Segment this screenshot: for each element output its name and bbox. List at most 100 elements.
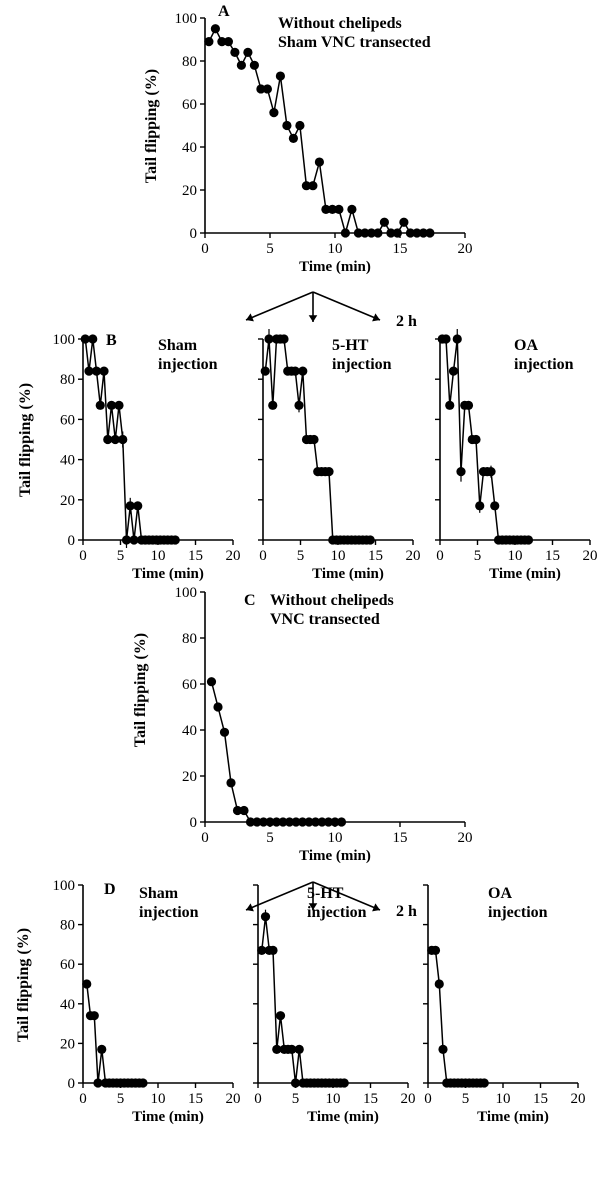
x-tick-label: 15 <box>533 1091 548 1107</box>
y-tick-label: 0 <box>190 815 198 831</box>
y-tick-label: 80 <box>60 372 75 388</box>
arrow-left-head <box>246 313 254 322</box>
data-point <box>275 71 285 81</box>
data-point <box>95 400 105 410</box>
y-tick-label: 0 <box>68 1076 76 1092</box>
data-point <box>365 535 375 545</box>
data-point <box>471 434 481 445</box>
y-tick-label: 80 <box>60 918 75 934</box>
chart-b-sham: 0 5 10 15 20 Time (min) 0 20 40 60 80 100 Tail flipp… <box>17 332 241 582</box>
data-point <box>121 535 132 545</box>
y-tick-label: 20 <box>182 183 197 199</box>
x-axis-label: Time (min) <box>307 1109 379 1125</box>
data-point <box>230 47 240 58</box>
y-tick-label: 0 <box>190 226 198 242</box>
data-point <box>99 366 109 376</box>
data-point <box>278 817 288 827</box>
data-point <box>327 204 337 214</box>
x-tick-label: 15 <box>363 1091 378 1107</box>
x-axis-label: Time (min) <box>132 1109 204 1125</box>
y-tick-label: 80 <box>182 631 197 647</box>
y-axis-label: Tail flipping (%) <box>132 633 149 747</box>
data-point <box>210 24 220 34</box>
data-point <box>294 400 304 410</box>
data-point <box>379 217 389 227</box>
y-axis-label: Tail flipping (%) <box>17 383 34 497</box>
data-point <box>129 535 139 545</box>
data-point <box>425 228 435 238</box>
x-tick-label: 10 <box>151 1091 166 1107</box>
x-tick-label: 20 <box>401 1091 416 1107</box>
data-point <box>347 204 357 214</box>
data-point <box>114 400 124 410</box>
y-axis-label: Tail flipping (%) <box>143 69 160 183</box>
y-tick-label: 40 <box>182 723 197 739</box>
y-tick-label: 60 <box>182 97 197 113</box>
data-point <box>133 501 143 511</box>
panel-annotation: VNC transected <box>270 611 380 628</box>
data-point <box>110 434 120 445</box>
data-point <box>284 817 295 827</box>
x-tick-label: 5 <box>462 1091 470 1107</box>
x-axis-label: Time (min) <box>299 848 371 864</box>
data-point <box>245 817 256 827</box>
data-point <box>264 334 274 344</box>
x-tick-label: 15 <box>393 830 408 846</box>
data-point <box>279 334 289 344</box>
data-point <box>441 334 451 344</box>
chart-d-5ht: 0 5 10 15 20 Time (min) 5-HT injection <box>253 884 416 1125</box>
data-point <box>288 133 298 143</box>
data-point <box>297 817 308 827</box>
data-point <box>82 979 92 989</box>
y-tick-label: 40 <box>60 997 75 1013</box>
arrow-down-head <box>308 903 318 910</box>
panel-annotation: 5-HT <box>307 885 344 902</box>
chart-d-sham: 0 5 10 15 20 Time (min) 0 20 40 60 80 100 Tail flipp… <box>15 878 241 1125</box>
chart-b-5ht: 0 5 10 15 20 Time (min) 5-HT injection <box>258 329 421 582</box>
data-point <box>430 945 441 955</box>
data-point <box>479 1078 489 1088</box>
data-point <box>97 1044 107 1054</box>
data-point <box>282 120 292 131</box>
data-point <box>262 84 272 94</box>
data-point <box>265 817 275 827</box>
data-point <box>301 181 311 191</box>
y-tick-label: 0 <box>68 533 76 549</box>
data-point <box>298 366 308 376</box>
x-tick-label: 10 <box>151 548 166 564</box>
series-line <box>86 983 143 1084</box>
panel-annotation: 5-HT <box>332 337 369 354</box>
data-point <box>309 434 319 445</box>
x-tick-label: 15 <box>545 548 560 564</box>
series-line <box>210 681 342 823</box>
data-point <box>310 817 321 827</box>
data-point <box>272 1044 282 1054</box>
data-point <box>138 1078 148 1088</box>
data-point <box>291 817 301 827</box>
panel-annotation: injection <box>139 904 199 921</box>
panel-letter: C <box>244 592 256 609</box>
panel-annotation: injection <box>332 356 392 373</box>
data-point <box>93 1078 103 1088</box>
panel-letter: B <box>106 332 117 349</box>
x-tick-label: 20 <box>226 548 241 564</box>
data-point <box>323 817 334 827</box>
data-point <box>118 434 128 445</box>
panel-letter: D <box>104 881 116 898</box>
panel-annotation: Sham <box>139 885 179 902</box>
data-point <box>88 334 98 344</box>
data-point <box>475 501 485 511</box>
arrow-right <box>312 291 381 321</box>
y-tick-label: 20 <box>60 493 75 509</box>
panel-annotation: OA <box>514 337 538 354</box>
x-tick-label: 5 <box>297 548 305 564</box>
panel-annotation: injection <box>158 356 218 373</box>
x-tick-label: 15 <box>188 548 203 564</box>
data-point <box>91 366 102 376</box>
data-point <box>257 945 267 955</box>
y-tick-label: 60 <box>60 957 75 973</box>
data-point <box>268 400 278 410</box>
x-tick-label: 5 <box>266 241 274 257</box>
panel-letter: A <box>218 3 230 20</box>
data-point <box>80 334 90 344</box>
